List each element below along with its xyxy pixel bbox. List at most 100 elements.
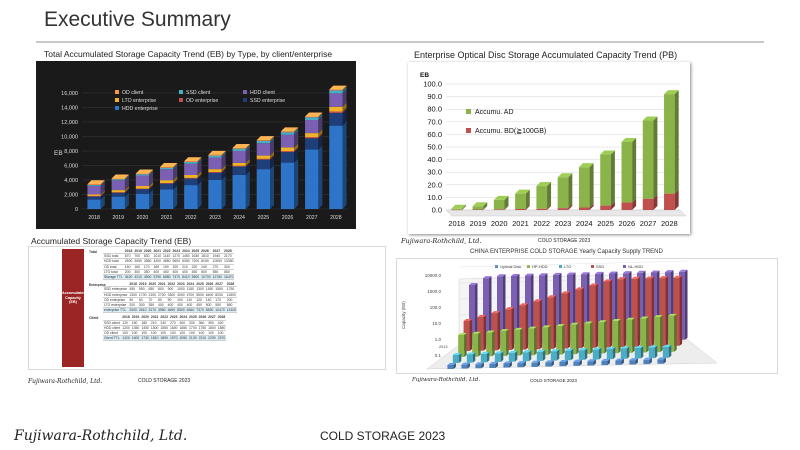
- table-cell: 1450: [181, 253, 191, 260]
- bar3d-top-4-7: [545, 360, 554, 363]
- legend-swatch-4: [243, 90, 247, 94]
- x-tick-label-2021: 2021: [512, 219, 529, 228]
- bottom-right-brand: Fujiwara-Rothchild, Ltd.: [412, 377, 481, 383]
- bar-top-2027: [305, 112, 323, 117]
- table-cell: 150: [130, 320, 141, 326]
- bar3d-side-2-1: [478, 331, 481, 357]
- bar-top-2025: [600, 150, 615, 155]
- table-cell: 100: [207, 330, 217, 337]
- slide-title: Executive Summary: [44, 8, 231, 31]
- bar-od-enterprise-2019: [111, 192, 125, 193]
- bar-side-5-2027: [318, 113, 323, 121]
- bar-hdd-enterprise-2028: [329, 125, 343, 209]
- table-cell: 1750: [197, 325, 208, 332]
- bar-side-3-2019: [124, 186, 129, 193]
- bar-side-4-2019: [124, 176, 129, 191]
- table-cell: 7200: [190, 258, 201, 265]
- table-cell: 170: [142, 264, 153, 270]
- bar3d-top-4-13: [629, 358, 638, 361]
- bar3d-side-3-0: [458, 353, 462, 363]
- table-cell: 100: [168, 330, 179, 337]
- bar3d-side-2-9: [590, 321, 593, 354]
- bar3d-side-2-2: [492, 330, 495, 357]
- table-header-cell: 2027: [214, 282, 226, 288]
- table-header-cell: 2024: [181, 249, 191, 255]
- bar3d-side-2-5: [534, 326, 537, 356]
- table-cell: 4690: [166, 307, 177, 314]
- table-header-cell: 2020: [147, 282, 158, 288]
- year-label: 2013: [439, 345, 447, 349]
- y-tick-label-0: 0.1: [435, 353, 442, 358]
- x-tick-label-2023: 2023: [209, 215, 221, 221]
- table-cell: 100: [188, 330, 198, 337]
- bar-side-3-2023: [221, 165, 226, 173]
- table-header-cell: 2028: [216, 315, 227, 321]
- table-cell: 3550: [142, 258, 153, 265]
- table-cell: Storage TTL: [103, 274, 124, 281]
- y-tick-label-0: 0: [75, 207, 78, 213]
- bar3d-side-2-0: [464, 333, 467, 357]
- bar3d-1-13: [645, 278, 652, 347]
- bar-side-1-2028: [342, 108, 347, 126]
- bar3d-top-3-4: [508, 350, 518, 353]
- table-row: OD enterprise 50 60 70 80 90 100 110 120 140 170 20…: [103, 297, 238, 304]
- bar3d-side-4-7: [551, 360, 554, 367]
- bar-side-6-2025: [270, 136, 275, 141]
- table-cell: 2700: [157, 292, 167, 298]
- x-tick-label-2025: 2025: [258, 215, 270, 221]
- bar-ad-2018: [451, 208, 462, 210]
- bar3d-top-2-8: [570, 322, 579, 325]
- bar-side-1-2018: [461, 204, 466, 210]
- bar3d-side-3-14: [654, 345, 658, 359]
- bar-hdd-client-2028: [329, 93, 343, 107]
- bar-side-5-2026: [294, 128, 299, 135]
- data-table: 2018 2019 2020 2021 2022 2023 2024 2025 2026 2027…: [103, 249, 235, 281]
- bar3d-side-2-7: [562, 324, 565, 355]
- bar3d-top-4-9: [573, 359, 582, 362]
- bottom-right-title: CHINA ENTERPRISE COLD STORAGE Yearly Cap…: [470, 249, 663, 255]
- table-cell: 1450: [204, 286, 215, 293]
- legend-label-6: OD client: [122, 90, 144, 96]
- x-tick-label-2028: 2028: [661, 219, 678, 228]
- table-header-cell: 2019: [137, 282, 148, 288]
- table-cell: 1550: [159, 325, 169, 332]
- bar-side-0-2024: [589, 203, 594, 210]
- table-cell: 100: [140, 330, 150, 337]
- bar-side-2-2019: [124, 188, 129, 193]
- bar-ssd-client-2024: [232, 148, 246, 151]
- bar-side-0-2027: [653, 194, 658, 210]
- bar3d-top-1-4: [519, 303, 529, 306]
- table-panel: Accumulated Capacity (EB) Total 2018 2019 2…: [28, 246, 386, 370]
- y-tick-label-4: 8,000: [64, 149, 78, 155]
- bar3d-side-2-3: [506, 329, 509, 356]
- bar-ssd-client-2019: [111, 179, 125, 181]
- table-cell: 2170: [223, 253, 235, 260]
- table-cell: 3420: [123, 274, 134, 281]
- table-cell: 1200: [121, 325, 131, 332]
- bar-hdd-client-2025: [256, 143, 271, 156]
- table-section-client: Client 2018 2019 2020 2021 2022 2023 2024 2025 20…: [89, 315, 381, 342]
- bar3d-side-1-4: [525, 303, 529, 350]
- bar3d-top-3-14: [648, 345, 658, 348]
- table-cell: 12760: [211, 274, 224, 281]
- bar3d-side-2-15: [674, 313, 677, 352]
- table-section-enterprise: Enterprise 2018 2019 2020 2021 2022 2023 2024 20…: [89, 282, 381, 314]
- table-header-cell: 2025: [188, 315, 198, 321]
- table-cell: 1850: [216, 325, 227, 332]
- table-cell: OD client: [103, 330, 122, 337]
- bar-side-0-2028: [342, 121, 347, 209]
- bar-side-5-2019: [124, 175, 129, 181]
- bar-top-2025: [256, 136, 275, 141]
- bar-ssd-enterprise-2023: [208, 172, 222, 180]
- bar3d-side-0-2: [503, 274, 506, 345]
- bar-ssd-client-2022: [184, 162, 198, 164]
- table-cell: 4210: [133, 274, 143, 281]
- bar3d-3-2: [480, 353, 487, 363]
- x-tick-label-2023: 2023: [555, 219, 572, 228]
- bar-side-6-2023: [221, 150, 226, 156]
- table-header-cell: 2022: [166, 282, 177, 288]
- table-row: HDD enterprise 1300 1700 2100 2700 3300 4000 47…: [103, 292, 238, 298]
- legend-swatch-3: [115, 98, 119, 102]
- table-cell: 5500: [176, 307, 186, 314]
- table-cell: HDD enterprise: [103, 292, 129, 298]
